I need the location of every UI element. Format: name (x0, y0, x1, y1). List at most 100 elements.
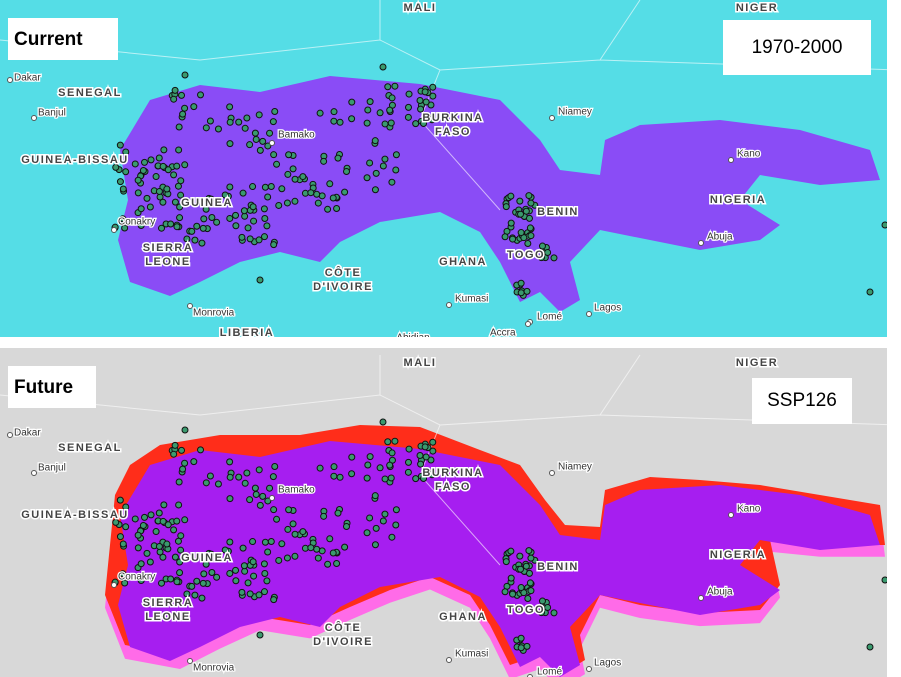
occurrence-point (171, 553, 179, 561)
country-label: SENEGAL (58, 87, 122, 99)
occurrence-point (261, 183, 269, 191)
occurrence-point (404, 103, 412, 111)
occurrence-point (527, 587, 535, 595)
occurrence-point (326, 180, 334, 188)
occurrence-point (226, 538, 234, 546)
occurrence-point (226, 569, 234, 577)
city-label: Lagos (594, 303, 621, 314)
occurrence-point (256, 276, 264, 284)
occurrence-point (341, 188, 349, 196)
occurrence-point (329, 194, 337, 202)
occurrence-point (181, 426, 189, 434)
occurrence-point (170, 171, 178, 179)
occurrence-point (316, 109, 324, 117)
city-dot (31, 115, 37, 121)
future-panel: MALI NIGER Dakar SENEGAL Banjul GUINEA-BISSAU… (0, 348, 887, 677)
occurrence-point (193, 577, 201, 585)
occurrence-point (232, 222, 240, 230)
occurrence-point (404, 468, 412, 476)
occurrence-point (348, 98, 356, 106)
occurrence-point (501, 233, 509, 241)
occurrence-point (381, 475, 389, 483)
occurrence-point (523, 642, 531, 650)
panel-title: Future (14, 377, 73, 398)
country-label: BURKINA (422, 467, 483, 479)
occurrence-point (249, 538, 257, 546)
scenario-label: SSP126 (767, 390, 837, 411)
occurrence-point (170, 450, 178, 458)
occurrence-point (119, 185, 127, 193)
occurrence-point (240, 562, 248, 570)
occurrence-point (238, 233, 246, 241)
country-label: SIERRA (143, 597, 194, 609)
country-label: FASO (435, 126, 471, 138)
occurrence-point (170, 95, 178, 103)
occurrence-point (523, 287, 531, 295)
occurrence-point (334, 509, 342, 517)
occurrence-point (364, 106, 372, 114)
city-dot (7, 432, 13, 438)
occurrence-point (134, 176, 142, 184)
occurrence-point (177, 191, 185, 199)
occurrence-point (270, 241, 278, 249)
occurrence-point (241, 479, 249, 487)
occurrence-point (137, 221, 145, 229)
city-dot (549, 470, 555, 476)
occurrence-point (866, 643, 874, 651)
occurrence-point (122, 148, 130, 156)
occurrence-point (326, 535, 334, 543)
occurrence-point (155, 542, 163, 550)
occurrence-point (261, 215, 269, 223)
country-label: LEONE (145, 256, 190, 268)
occurrence-point (420, 119, 428, 127)
city-dot (698, 595, 704, 601)
occurrence-point (334, 154, 342, 162)
occurrence-point (313, 545, 321, 553)
city-dot (549, 115, 555, 121)
occurrence-point (198, 594, 206, 602)
occurrence-point (278, 540, 286, 548)
occurrence-point (181, 459, 189, 467)
city-dot (187, 303, 193, 309)
occurrence-point (177, 177, 185, 185)
occurrence-point (363, 529, 371, 537)
occurrence-point (429, 83, 437, 91)
occurrence-point (206, 472, 214, 480)
border (0, 0, 887, 211)
occurrence-point (307, 544, 315, 552)
occurrence-point (119, 570, 127, 578)
country-label: TOGO (507, 604, 545, 616)
occurrence-point (259, 492, 267, 500)
occurrence-point (421, 88, 429, 96)
occurrence-point (181, 516, 189, 524)
country-label: NIGERIA (710, 549, 766, 561)
occurrence-point (525, 192, 533, 200)
occurrence-point (199, 200, 207, 208)
occurrence-point (137, 560, 145, 568)
occurrence-point (239, 544, 247, 552)
occurrence-point (249, 558, 257, 566)
occurrence-point (517, 210, 525, 218)
country-label: TOGO (507, 249, 545, 261)
city-label: Lagos (594, 658, 621, 669)
occurrence-point (255, 111, 263, 119)
occurrence-point (263, 222, 271, 230)
occurrence-point (299, 173, 307, 181)
occurrence-point (181, 104, 189, 112)
city-dot (446, 302, 452, 308)
occurrence-point (155, 154, 163, 162)
city-dot (187, 658, 193, 664)
occurrence-point (159, 198, 167, 206)
occurrence-point (381, 510, 389, 518)
occurrence-point (260, 205, 268, 213)
occurrence-point (264, 193, 272, 201)
occurrence-point (428, 471, 436, 479)
occurrence-point (246, 496, 254, 504)
occurrence-point (264, 142, 272, 150)
occurrence-point (199, 579, 207, 587)
occurrence-point (171, 86, 179, 94)
occurrence-point (517, 229, 525, 237)
occurrence-point (429, 438, 437, 446)
occurrence-point (167, 575, 175, 583)
occurrence-point (329, 549, 337, 557)
